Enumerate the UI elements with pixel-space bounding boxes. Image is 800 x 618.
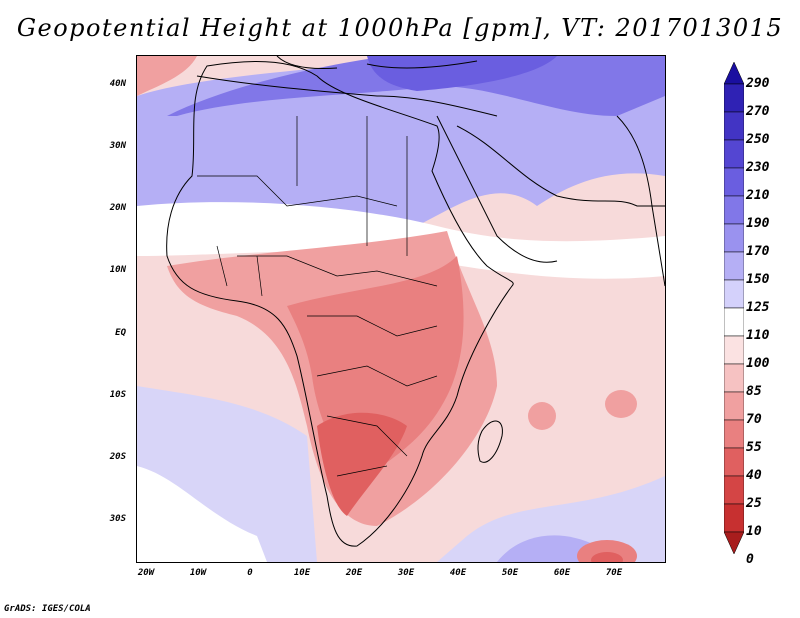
lat-label-10n: 10N [109, 265, 126, 275]
south-atlantic-white [137, 466, 267, 562]
arabia-coast [456, 125, 665, 207]
coastline-africa [166, 56, 665, 547]
colorbar-segment [724, 363, 744, 393]
mediterranean-coast [196, 75, 498, 117]
europe-coast [276, 56, 478, 69]
red-sea-coast [436, 115, 558, 263]
map-panel [136, 55, 666, 563]
colorbar-segment [724, 447, 744, 477]
lat-label-30s: 30S [109, 514, 126, 524]
colorbar-label: 230 [746, 160, 770, 175]
colorbar-label: 125 [746, 300, 770, 315]
colorbar-segment [724, 475, 744, 505]
colorbar-segment [724, 279, 744, 309]
credit-text: GrADS: IGES/COLA [4, 604, 91, 614]
north-atlantic-low [137, 56, 197, 96]
colorbar-label: 290 [746, 76, 770, 91]
colorbar-label: 100 [746, 356, 770, 371]
indian-ocean-low-1 [528, 402, 556, 430]
lon-label-10w: 10W [189, 568, 207, 578]
lon-label-20e: 20E [345, 568, 363, 578]
colorbar-segment [724, 307, 744, 337]
colorbar-label: 250 [746, 132, 770, 147]
low-core [591, 552, 623, 562]
lat-label-eq: EQ [115, 328, 126, 338]
lat-label-20n: 20N [109, 203, 126, 213]
map-canvas [137, 56, 665, 562]
colorbar-segment [724, 419, 744, 449]
colorbar-segment [724, 391, 744, 421]
colorbar [724, 62, 744, 554]
colorbar-label: 0 [746, 552, 754, 567]
colorbar-bottom-triangle [724, 531, 744, 554]
colorbar-segment [724, 251, 744, 281]
colorbar-label: 190 [746, 216, 770, 231]
colorbar-label: 150 [746, 272, 770, 287]
colorbar-label: 40 [746, 468, 762, 483]
lon-label-40e: 40E [449, 568, 467, 578]
colorbar-segment [724, 139, 744, 169]
lon-label-50e: 50E [501, 568, 519, 578]
colorbar-segment [724, 195, 744, 225]
colorbar-segment [724, 83, 744, 113]
colorbar-label: 10 [746, 524, 762, 539]
colorbar-label: 55 [746, 440, 762, 455]
colorbar-segment [724, 167, 744, 197]
southern-africa-core [317, 412, 407, 516]
lat-label-20s: 20S [109, 452, 126, 462]
chart-title: Geopotential Height at 1000hPa [gpm], VT… [16, 14, 784, 42]
lat-label-10s: 10S [109, 390, 126, 400]
europe-high [367, 56, 557, 91]
colorbar-label: 25 [746, 496, 762, 511]
colorbar-segment [724, 503, 744, 533]
colorbar-top-triangle [724, 62, 744, 85]
india-coast [616, 115, 665, 287]
lon-label-70e: 70E [605, 568, 623, 578]
colorbar-label: 70 [746, 412, 762, 427]
colorbar-label: 170 [746, 244, 770, 259]
lon-label-60e: 60E [553, 568, 571, 578]
colorbar-label: 110 [746, 328, 770, 343]
lon-label-30e: 30E [397, 568, 415, 578]
colorbar-label: 85 [746, 384, 762, 399]
colorbar-label: 210 [746, 188, 770, 203]
lon-label-20w: 20W [137, 568, 155, 578]
coastline-madagascar [477, 420, 503, 463]
colorbar-segment [724, 335, 744, 365]
lat-label-30n: 30N [109, 141, 126, 151]
colorbar-segment [724, 223, 744, 253]
indian-ocean-low-2 [605, 390, 637, 418]
country-borders [197, 116, 438, 477]
colorbar-label: 270 [746, 104, 770, 119]
lon-label-10e: 10E [293, 568, 311, 578]
low-center [577, 540, 637, 562]
lon-label-0: 0 [247, 568, 253, 578]
colorbar-segment [724, 111, 744, 141]
lat-label-40n: 40N [109, 79, 126, 89]
